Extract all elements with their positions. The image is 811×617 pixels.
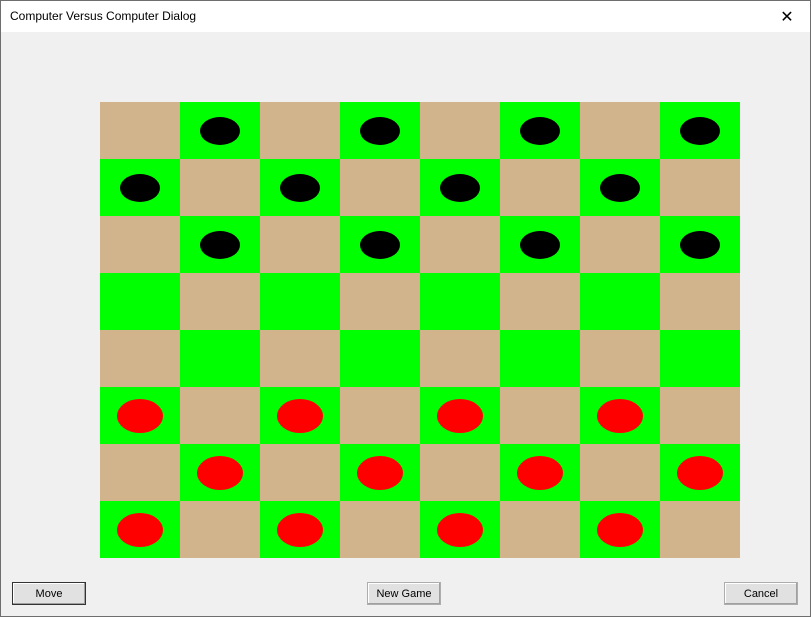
black-checker-piece[interactable] (680, 116, 720, 145)
red-checker-piece[interactable] (277, 398, 323, 433)
board-square[interactable] (420, 216, 500, 273)
cancel-button[interactable]: Cancel (724, 582, 798, 605)
board-square[interactable] (580, 444, 660, 501)
board-square[interactable] (260, 330, 340, 387)
board-square[interactable] (180, 102, 260, 159)
red-checker-piece[interactable] (277, 512, 323, 547)
black-checker-piece[interactable] (520, 116, 560, 145)
board-square[interactable] (100, 273, 180, 330)
board-square[interactable] (340, 330, 420, 387)
red-checker-piece[interactable] (517, 455, 563, 490)
board-square[interactable] (500, 330, 580, 387)
board-square[interactable] (500, 501, 580, 558)
board-square[interactable] (180, 501, 260, 558)
close-icon[interactable]: ✕ (780, 8, 794, 26)
move-button[interactable]: Move (12, 582, 86, 605)
window-title: Computer Versus Computer Dialog (10, 9, 197, 23)
board-square[interactable] (660, 102, 740, 159)
board-square[interactable] (100, 387, 180, 444)
board-square[interactable] (260, 216, 340, 273)
black-checker-piece[interactable] (360, 230, 400, 259)
board-square[interactable] (420, 387, 500, 444)
board-square[interactable] (340, 102, 420, 159)
board-square[interactable] (100, 216, 180, 273)
board-square[interactable] (180, 216, 260, 273)
black-checker-piece[interactable] (680, 230, 720, 259)
checkers-board[interactable] (100, 102, 740, 558)
board-square[interactable] (340, 216, 420, 273)
board-square[interactable] (260, 387, 340, 444)
board-square[interactable] (260, 102, 340, 159)
board-square[interactable] (420, 273, 500, 330)
red-checker-piece[interactable] (117, 512, 163, 547)
board-square[interactable] (420, 501, 500, 558)
board-square[interactable] (100, 330, 180, 387)
red-checker-piece[interactable] (677, 455, 723, 490)
board-square[interactable] (500, 387, 580, 444)
black-checker-piece[interactable] (200, 116, 240, 145)
board-square[interactable] (660, 387, 740, 444)
black-checker-piece[interactable] (520, 230, 560, 259)
board-square[interactable] (100, 102, 180, 159)
board-square[interactable] (180, 159, 260, 216)
board-square[interactable] (340, 501, 420, 558)
board-square[interactable] (420, 102, 500, 159)
board-square[interactable] (260, 444, 340, 501)
board-square[interactable] (660, 216, 740, 273)
title-bar: Computer Versus Computer Dialog ✕ (1, 1, 810, 32)
red-checker-piece[interactable] (357, 455, 403, 490)
board-square[interactable] (500, 273, 580, 330)
red-checker-piece[interactable] (197, 455, 243, 490)
board-square[interactable] (660, 444, 740, 501)
red-checker-piece[interactable] (437, 512, 483, 547)
board-square[interactable] (100, 159, 180, 216)
board-square[interactable] (100, 501, 180, 558)
black-checker-piece[interactable] (440, 173, 480, 202)
board-square[interactable] (180, 330, 260, 387)
board-square[interactable] (580, 501, 660, 558)
board-square[interactable] (660, 159, 740, 216)
board-square[interactable] (340, 159, 420, 216)
red-checker-piece[interactable] (437, 398, 483, 433)
board-square[interactable] (260, 501, 340, 558)
black-checker-piece[interactable] (120, 173, 160, 202)
board-square[interactable] (340, 387, 420, 444)
board-square[interactable] (260, 273, 340, 330)
red-checker-piece[interactable] (597, 398, 643, 433)
board-square[interactable] (340, 444, 420, 501)
board-square[interactable] (500, 444, 580, 501)
board-square[interactable] (580, 102, 660, 159)
board-square[interactable] (420, 330, 500, 387)
black-checker-piece[interactable] (360, 116, 400, 145)
board-square[interactable] (180, 387, 260, 444)
board-square[interactable] (580, 273, 660, 330)
board-square[interactable] (580, 216, 660, 273)
board-square[interactable] (660, 330, 740, 387)
black-checker-piece[interactable] (280, 173, 320, 202)
black-checker-piece[interactable] (600, 173, 640, 202)
board-square[interactable] (100, 444, 180, 501)
red-checker-piece[interactable] (117, 398, 163, 433)
board-square[interactable] (180, 273, 260, 330)
board-square[interactable] (580, 330, 660, 387)
board-square[interactable] (420, 159, 500, 216)
board-square[interactable] (660, 273, 740, 330)
board-square[interactable] (500, 102, 580, 159)
board-square[interactable] (580, 387, 660, 444)
new-game-button[interactable]: New Game (367, 582, 441, 605)
board-square[interactable] (420, 444, 500, 501)
board-square[interactable] (500, 216, 580, 273)
board-square[interactable] (660, 501, 740, 558)
board-square[interactable] (260, 159, 340, 216)
board-square[interactable] (180, 444, 260, 501)
red-checker-piece[interactable] (597, 512, 643, 547)
board-square[interactable] (500, 159, 580, 216)
black-checker-piece[interactable] (200, 230, 240, 259)
board-square[interactable] (340, 273, 420, 330)
board-square[interactable] (580, 159, 660, 216)
